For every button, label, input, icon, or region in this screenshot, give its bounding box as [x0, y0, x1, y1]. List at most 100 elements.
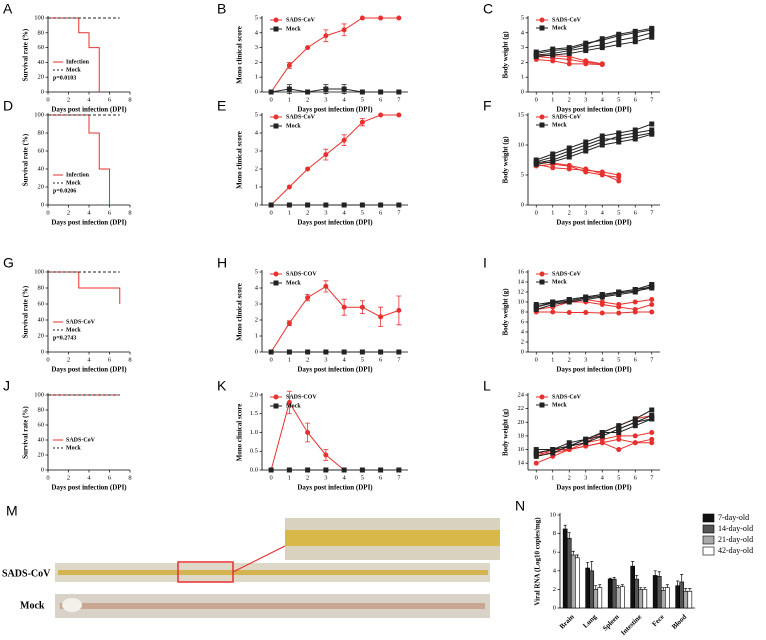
marker [533, 447, 539, 453]
zoom-line [232, 545, 286, 573]
legend-label: Mock [552, 25, 567, 31]
error-bar [653, 570, 657, 576]
marker [649, 416, 655, 422]
x-tick-label: 6 [379, 356, 383, 363]
x-tick-label: 1 [288, 474, 291, 481]
x-axis-title: Days post infection (DPI) [556, 366, 632, 374]
marker [273, 26, 279, 32]
error-bar [635, 575, 639, 580]
y-tick-label: 10 [550, 511, 557, 518]
y-tick-label: 20 [518, 419, 525, 426]
panel-label: D [3, 98, 13, 114]
y-tick-label: 60 [38, 421, 45, 428]
x-tick-label: Spleen [601, 613, 621, 633]
marker [396, 112, 402, 118]
y-tick-label: 1 [521, 74, 524, 81]
marker [273, 403, 279, 409]
marker [616, 430, 622, 435]
bar [660, 590, 666, 609]
marker [539, 271, 545, 277]
y-tick-label: 1.5 [250, 410, 258, 417]
x-tick-label: 7 [397, 96, 401, 103]
x-tick-label: 3 [584, 356, 587, 363]
y-tick-label: 0 [41, 201, 44, 208]
marker [323, 202, 329, 208]
legend-swatch [702, 535, 715, 545]
error-bar [631, 561, 635, 567]
x-tick-label: 6 [379, 96, 383, 103]
x-tick-label: 5 [361, 356, 364, 363]
marker [599, 136, 605, 142]
weight-line [536, 286, 652, 305]
x-axis-title: Days post infection (DPI) [556, 484, 632, 492]
y-tick-label: 6 [553, 549, 557, 556]
x-tick-label: 7 [397, 209, 401, 216]
bar [615, 587, 621, 609]
marker [632, 309, 638, 315]
marker [305, 166, 311, 172]
x-tick-label: 4 [87, 356, 91, 363]
marker [323, 467, 329, 473]
x-tick-label: 4 [601, 356, 605, 363]
bar [656, 576, 662, 609]
marker [273, 280, 279, 286]
marker [396, 307, 402, 313]
y-tick-label: 0 [255, 201, 258, 208]
marker [286, 62, 292, 68]
panel: B 0 1 2 3 4 5 0 1 2 3 4 5 6 7 Days post infection (DPI)… [217, 1, 408, 114]
panel-label: N [515, 498, 525, 514]
marker [649, 34, 655, 40]
bar [679, 581, 685, 609]
bar [593, 589, 599, 609]
legend-label: Mock [66, 180, 81, 186]
error-bar [608, 577, 612, 580]
x-tick-label: 4 [343, 96, 347, 103]
y-tick-label: 40 [38, 59, 45, 66]
marker [616, 310, 622, 316]
x-tick-label: 1 [288, 356, 291, 363]
x-tick-label: 1 [551, 96, 554, 103]
y-tick-label: 100 [34, 268, 44, 275]
x-tick-label: 7 [650, 209, 654, 216]
error-bar [643, 587, 647, 590]
marker [616, 304, 622, 310]
y-axis-title: Mono clinical score [236, 131, 244, 189]
x-tick-label: 1 [551, 209, 554, 216]
panel: L 14 16 18 20 22 24 0 1 2 3 4 5 6 7 Days post infection… [483, 378, 660, 492]
x-tick-label: 0 [535, 96, 538, 103]
marker [341, 202, 347, 208]
x-tick-label: 0 [535, 356, 538, 363]
marker [268, 89, 274, 95]
legend-label: Mock [286, 280, 301, 286]
bar [611, 578, 617, 609]
y-tick-label: 18 [518, 432, 525, 439]
marker [305, 89, 311, 95]
x-tick-label: 0 [270, 209, 273, 216]
marker [378, 89, 384, 95]
weight-line [536, 301, 652, 311]
marker [359, 202, 365, 208]
x-tick-label: 4 [601, 209, 605, 216]
panel: E 0 1 2 3 4 5 0 1 2 3 4 5 6 7 Days post infection (DPI)… [217, 98, 408, 227]
x-tick-label: 7 [397, 356, 401, 363]
legend-swatch [702, 524, 715, 534]
y-tick-label: 1.0 [250, 429, 258, 436]
y-axis-title: Survival rate (%) [22, 133, 30, 186]
x-tick-label: 3 [584, 474, 587, 481]
legend-label: 14-day-old [718, 524, 753, 533]
marker [539, 17, 545, 23]
x-tick-label: 6 [634, 356, 638, 363]
panel-label: E [217, 98, 226, 114]
marker [566, 310, 572, 315]
x-tick-label: 0 [535, 209, 538, 216]
marker [649, 440, 655, 446]
y-tick-label: 20 [38, 74, 45, 81]
panel: H 0 1 2 3 4 5 0 1 2 3 4 5 6 7 Days post infection (DPI)… [217, 255, 408, 374]
legend-label: Infection [66, 59, 90, 65]
x-axis-title: Days post infection (DPI) [297, 219, 373, 227]
marker [599, 169, 605, 175]
marker [378, 314, 384, 320]
marker [268, 349, 274, 355]
marker [273, 17, 279, 23]
